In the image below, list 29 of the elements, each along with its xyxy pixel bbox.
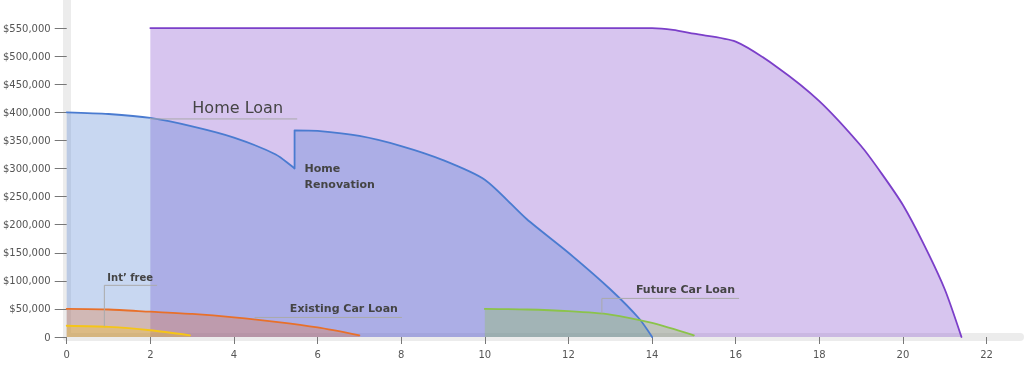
y-tick-label: $400,000 [3, 106, 51, 118]
y-tick-label: $550,000 [3, 22, 51, 34]
y-tick-label: $150,000 [3, 247, 51, 259]
x-tick-label: 12 [562, 348, 575, 360]
y-tick-label: 0 [44, 331, 51, 343]
y-tick-label: $350,000 [3, 134, 51, 146]
y-tick-label: $500,000 [3, 50, 51, 62]
y-tick-label: $100,000 [3, 275, 51, 287]
x-tick-label: 4 [230, 348, 238, 360]
x-tick-label: 8 [398, 348, 405, 360]
x-tick-label: 6 [314, 348, 321, 360]
x-tick-label: 20 [896, 348, 910, 360]
annotation: Future Car Loan [635, 283, 736, 297]
y-tick-label: $50,000 [9, 303, 51, 315]
y-tick-label: $250,000 [3, 191, 51, 203]
y-tick-label: $300,000 [3, 163, 51, 174]
y-tick-label: $450,000 [3, 78, 51, 90]
x-tick-label: 16 [729, 348, 743, 360]
annotation: Existing Car Loan [289, 302, 398, 316]
x-tick-label: 22 [980, 348, 993, 360]
x-tick-label: 10 [478, 348, 492, 360]
annotation: Home Renovation [304, 162, 375, 191]
x-tick-label: 18 [812, 348, 826, 360]
x-tick-label: 14 [645, 348, 659, 360]
x-tick-label: 2 [147, 348, 154, 360]
annotation: Home Loan [192, 98, 284, 118]
y-tick-label: $200,000 [3, 219, 51, 231]
x-tick-label: 0 [63, 348, 70, 360]
annotation: Int’ free [107, 271, 154, 283]
